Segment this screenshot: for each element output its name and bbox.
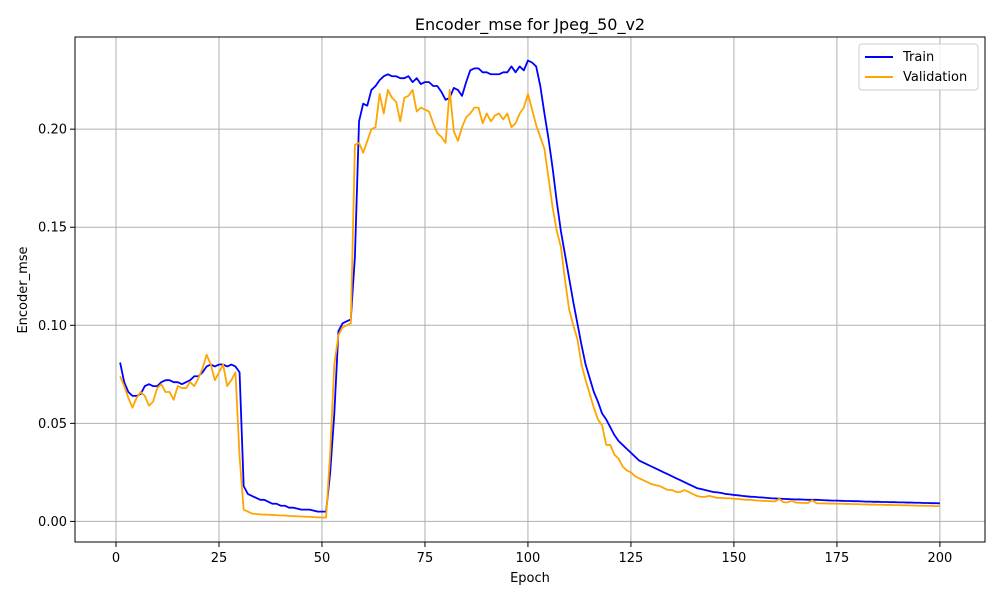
x-tick-label: 200 <box>927 551 952 566</box>
y-tick-label: 0.05 <box>38 417 67 432</box>
legend-label-validation: Validation <box>903 70 967 85</box>
x-tick-label: 125 <box>619 551 644 566</box>
x-tick-label: 50 <box>314 551 331 566</box>
y-tick-label: 0.20 <box>38 123 67 138</box>
x-tick-label: 150 <box>722 551 747 566</box>
x-tick-label: 75 <box>417 551 434 566</box>
series-lines <box>119 59 940 519</box>
x-tick-label: 100 <box>516 551 541 566</box>
series-line-train <box>119 59 940 513</box>
grid <box>75 37 985 542</box>
legend-label-train: Train <box>902 50 934 65</box>
x-tick-label: 25 <box>211 551 228 566</box>
x-axis-label: Epoch <box>510 571 550 586</box>
chart-title: Encoder_mse for Jpeg_50_v2 <box>415 15 645 35</box>
y-tick-label: 0.00 <box>38 515 67 530</box>
plot-area-frame <box>74 36 986 543</box>
legend-box <box>858 43 979 91</box>
x-tick-label: 0 <box>112 551 120 566</box>
y-axis-label: Encoder_mse <box>16 246 31 333</box>
y-tick-label: 0.15 <box>38 221 67 236</box>
y-tick-label: 0.10 <box>38 319 67 334</box>
x-tick-label: 175 <box>824 551 849 566</box>
legend: Train Validation <box>858 43 979 91</box>
series-line-validation <box>119 89 940 519</box>
axis-ticks: 0 25 50 75 100 125 150 175 200 0.00 0.05 0.10 0.15 0.… <box>38 123 952 566</box>
